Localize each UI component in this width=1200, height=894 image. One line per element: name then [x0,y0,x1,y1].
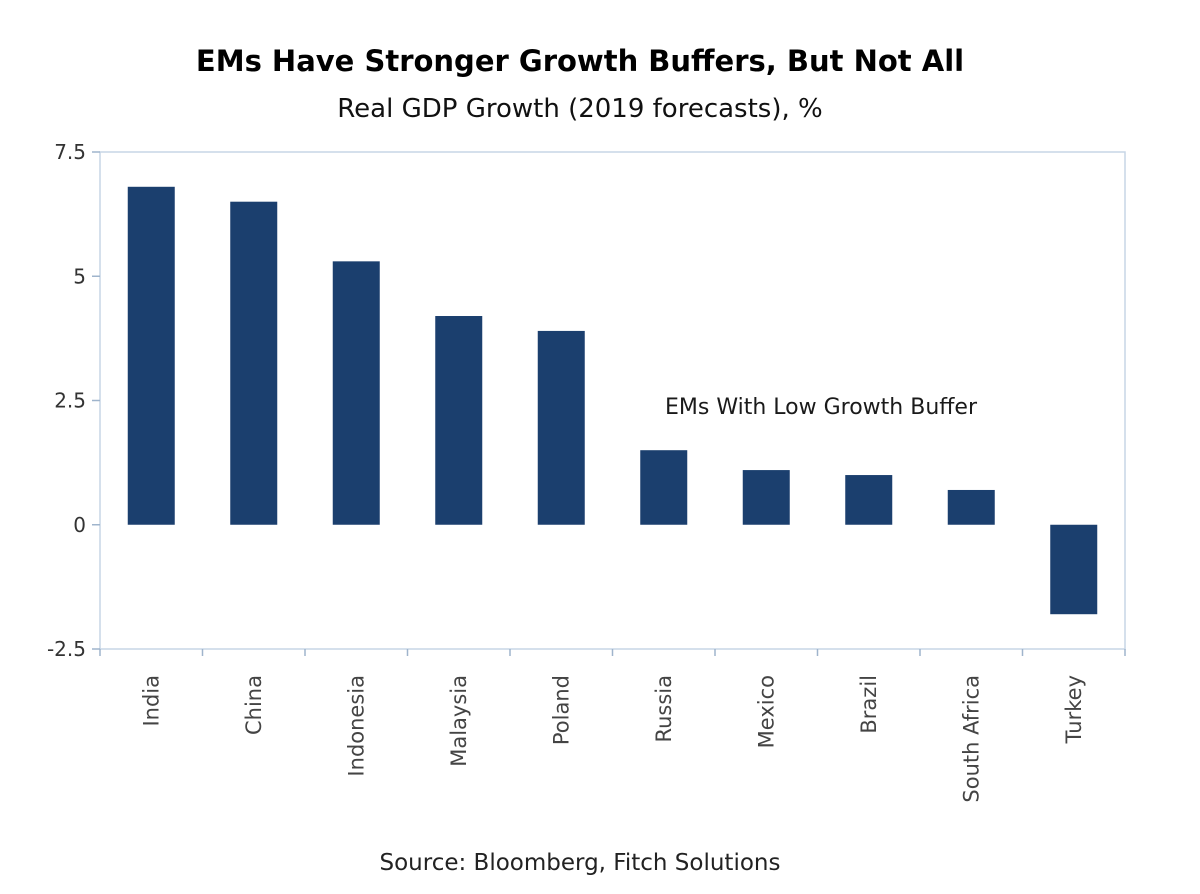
x-axis: India China Indonesia Malaysia Poland Russia M… [99,649,1126,803]
x-category-label: South Africa [959,675,983,803]
x-category-label: Indonesia [344,675,368,777]
x-category-label: India [139,675,163,727]
bar-turkey [1050,524,1098,615]
y-tick-label: -2.5 [47,637,86,661]
bar-russia [640,450,688,525]
y-tick-label: 5 [73,264,86,288]
y-tick-label: 7.5 [54,140,86,164]
bar-south-africa [947,489,995,525]
x-category-label: Mexico [754,675,778,748]
bar-brazil [845,475,893,525]
bar-india [127,186,175,525]
bar-china [230,201,278,525]
bar-poland [537,330,585,525]
bar-malaysia [435,316,483,525]
x-category-label: China [242,675,266,735]
x-category-label: Malaysia [447,675,471,767]
annotation-low-growth-buffer: EMs With Low Growth Buffer [665,395,978,420]
x-category-label: Russia [652,675,676,743]
y-axis: 7.5 5 2.5 0 -2.5 [47,140,100,661]
x-category-label: Turkey [1062,675,1086,744]
y-tick-label: 0 [73,513,86,537]
chart-subtitle: Real GDP Growth (2019 forecasts), % [337,94,822,124]
bar-mexico [742,470,790,525]
source-note: Source: Bloomberg, Fitch Solutions [380,850,781,876]
chart-title: EMs Have Stronger Growth Buffers, But No… [196,44,964,78]
y-tick-label: 2.5 [54,389,86,413]
x-category-label: Brazil [857,675,881,734]
bar-indonesia [332,261,380,525]
bars-group [127,186,1098,615]
x-category-label: Poland [549,675,573,745]
